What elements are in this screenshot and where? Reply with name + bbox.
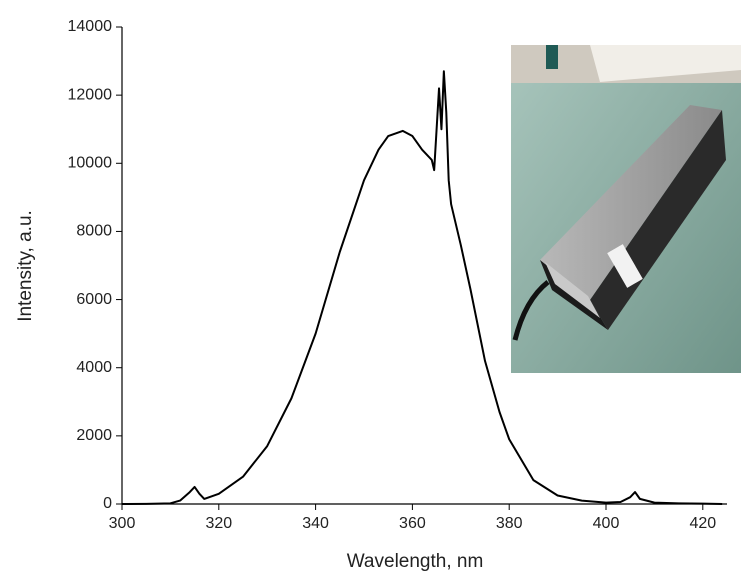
y-tick-label: 6000	[76, 291, 112, 308]
x-tick-label: 300	[109, 515, 136, 532]
x-tick-label: 320	[205, 515, 232, 532]
x-tick-label: 360	[399, 515, 426, 532]
y-tick-label: 0	[103, 495, 112, 512]
y-tick-label: 2000	[76, 427, 112, 444]
y-tick-label: 14000	[68, 18, 113, 35]
y-tick-label: 10000	[68, 155, 113, 172]
inset-photo	[511, 45, 741, 373]
y-axis-title: Intensity, a.u.	[15, 210, 36, 322]
x-axis-title: Wavelength, nm	[347, 551, 484, 572]
x-tick-label: 380	[496, 515, 523, 532]
y-tick-label: 12000	[68, 86, 113, 103]
x-tick-label: 340	[302, 515, 329, 532]
x-tick-label: 420	[689, 515, 716, 532]
y-tick-label: 4000	[76, 359, 112, 376]
spectrum-line	[121, 70, 723, 505]
x-tick-label: 400	[593, 515, 620, 532]
y-tick-label: 8000	[76, 223, 112, 240]
